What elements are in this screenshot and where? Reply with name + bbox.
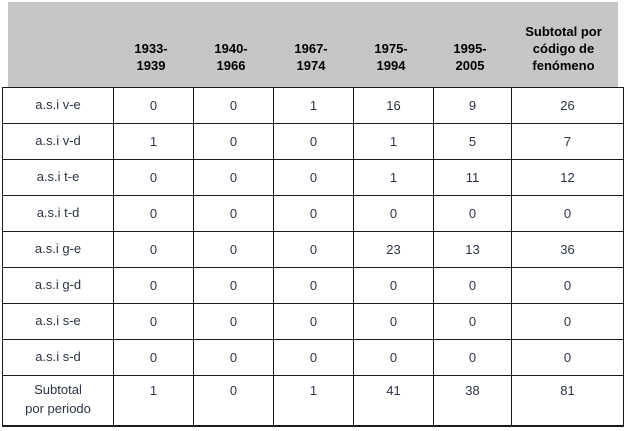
cell-value: 13 [433, 231, 512, 268]
footer-label: Subtotal por periodo [2, 375, 114, 427]
cell-subtotal: 0 [511, 195, 624, 232]
cell-value: 0 [193, 303, 274, 340]
cell-subtotal: 36 [511, 231, 624, 268]
header-col-subtotal-codigo: Subtotal por código de fenómeno [525, 23, 602, 73]
header-col-1933-1939: 1933- 1939 [134, 40, 168, 73]
cell-value: 11 [433, 159, 512, 196]
table-row-asi-s-e: a.s.i s-e 0 0 0 0 0 0 [2, 303, 624, 340]
header-col-1975-1994: 1975- 1994 [374, 40, 408, 73]
cell-value: 0 [113, 159, 194, 196]
cell-value: 0 [193, 231, 274, 268]
cell-value: 0 [433, 195, 512, 232]
cell-subtotal: 12 [511, 159, 624, 196]
cell-value: 0 [273, 267, 354, 304]
cell-value: 9 [433, 87, 512, 124]
row-label: a.s.i v-d [2, 123, 114, 160]
footer-value: 38 [433, 375, 512, 427]
table-row-asi-g-d: a.s.i g-d 0 0 0 0 0 0 [2, 267, 624, 304]
cell-value: 0 [193, 195, 274, 232]
data-table: a.s.i v-e 0 0 1 16 9 26 a.s.i v-d 1 0 0 … [2, 87, 624, 427]
cell-value: 1 [273, 87, 354, 124]
cell-value: 0 [113, 303, 194, 340]
row-label: a.s.i t-e [2, 159, 114, 196]
row-label: a.s.i v-e [2, 87, 114, 124]
header-corner-cell [8, 2, 111, 87]
cell-value: 0 [113, 87, 194, 124]
cell-value: 0 [433, 303, 512, 340]
table-row-asi-t-e: a.s.i t-e 0 0 0 1 11 12 [2, 159, 624, 196]
table-row-asi-g-e: a.s.i g-e 0 0 0 23 13 36 [2, 231, 624, 268]
cell-value: 0 [113, 231, 194, 268]
row-label: a.s.i t-d [2, 195, 114, 232]
cell-value: 0 [113, 267, 194, 304]
cell-value: 1 [113, 123, 194, 160]
table-header-band: 1933- 1939 1940- 1966 1967- 1974 1975- 1… [8, 2, 618, 87]
cell-value: 0 [433, 267, 512, 304]
header-col-1995-2005: 1995- 2005 [453, 40, 487, 73]
cell-value: 0 [353, 195, 434, 232]
footer-value: 0 [193, 375, 274, 427]
cell-subtotal: 0 [511, 339, 624, 376]
cell-value: 0 [273, 231, 354, 268]
table-row-asi-t-d: a.s.i t-d 0 0 0 0 0 0 [2, 195, 624, 232]
table-row-asi-s-d: a.s.i s-d 0 0 0 0 0 0 [2, 339, 624, 376]
cell-value: 0 [273, 339, 354, 376]
header-col-1940-1966: 1940- 1966 [214, 40, 248, 73]
header-col-1967-1974: 1967- 1974 [294, 40, 328, 73]
footer-grand-total: 81 [511, 375, 624, 427]
table-row-asi-v-d: a.s.i v-d 1 0 0 1 5 7 [2, 123, 624, 160]
cell-value: 23 [353, 231, 434, 268]
cell-value: 0 [193, 123, 274, 160]
cell-subtotal: 7 [511, 123, 624, 160]
cell-value: 0 [353, 339, 434, 376]
cell-value: 0 [433, 339, 512, 376]
cell-value: 16 [353, 87, 434, 124]
footer-value: 1 [113, 375, 194, 427]
cell-value: 5 [433, 123, 512, 160]
row-label: a.s.i g-d [2, 267, 114, 304]
cell-value: 0 [353, 267, 434, 304]
cell-value: 1 [353, 123, 434, 160]
row-label: a.s.i g-e [2, 231, 114, 268]
cell-value: 0 [193, 339, 274, 376]
cell-subtotal: 26 [511, 87, 624, 124]
cell-subtotal: 0 [511, 303, 624, 340]
cell-subtotal: 0 [511, 267, 624, 304]
cell-value: 0 [273, 159, 354, 196]
cell-value: 0 [193, 267, 274, 304]
cell-value: 0 [113, 195, 194, 232]
cell-value: 0 [113, 339, 194, 376]
cell-value: 1 [353, 159, 434, 196]
cell-value: 0 [273, 195, 354, 232]
footer-value: 1 [273, 375, 354, 427]
footer-value: 41 [353, 375, 434, 427]
cell-value: 0 [193, 87, 274, 124]
cell-value: 0 [273, 123, 354, 160]
cell-value: 0 [353, 303, 434, 340]
table-row-subtotal-por-periodo: Subtotal por periodo 1 0 1 41 38 81 [2, 375, 624, 427]
table-row-asi-v-e: a.s.i v-e 0 0 1 16 9 26 [2, 87, 624, 124]
cell-value: 0 [273, 303, 354, 340]
row-label: a.s.i s-d [2, 339, 114, 376]
cell-value: 0 [193, 159, 274, 196]
row-label: a.s.i s-e [2, 303, 114, 340]
